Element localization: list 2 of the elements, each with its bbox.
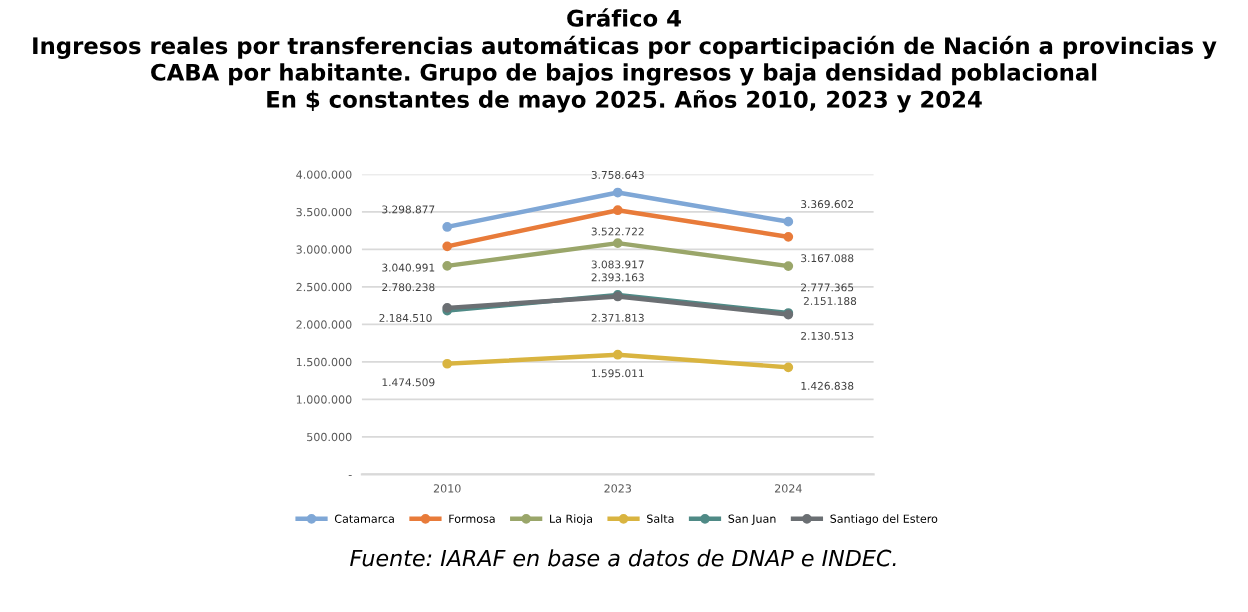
chart-title: Gráfico 4 Ingresos reales por transferencias automáticas por coparticipación de Nación a provincias y CABA por habitante. Grupo de bajos ingresos y baja densidad poblacional En $ constantes de mayo 2025. Años 2010, 2023 y 2024 bbox=[33, 8, 1217, 113]
source-note: Fuente: IARAF en base a datos de DNAP e INDEC. bbox=[350, 549, 896, 567]
